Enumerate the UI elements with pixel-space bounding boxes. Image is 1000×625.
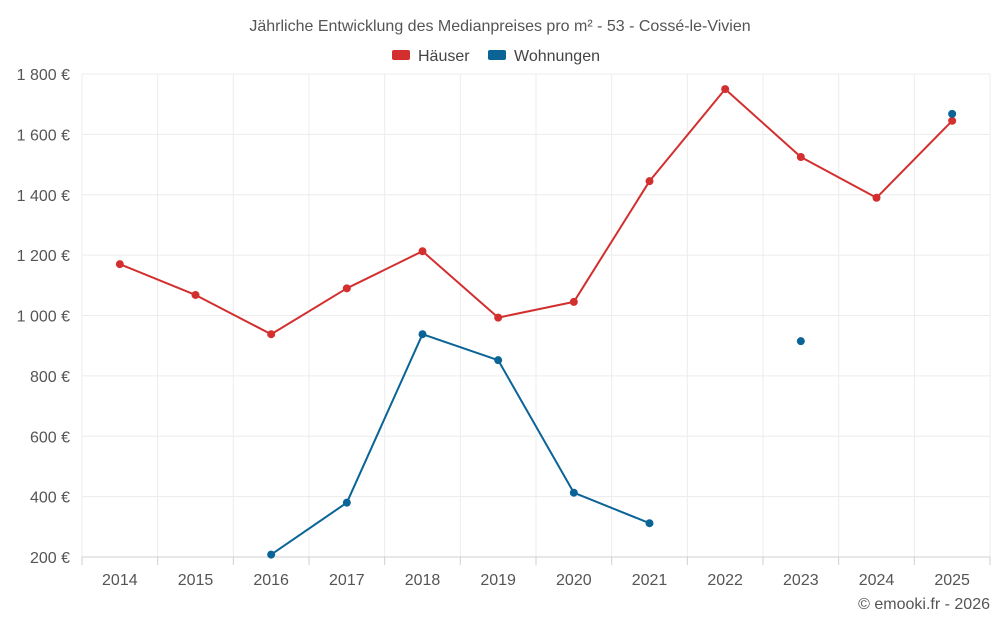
y-tick-label: 1 400 € bbox=[17, 188, 70, 205]
x-tick-label: 2014 bbox=[102, 572, 138, 589]
legend-swatch bbox=[488, 50, 506, 60]
data-point[interactable] bbox=[191, 290, 200, 299]
data-point[interactable] bbox=[418, 247, 427, 256]
data-point[interactable] bbox=[494, 356, 503, 365]
data-point[interactable] bbox=[645, 519, 654, 528]
y-tick-label: 800 € bbox=[30, 369, 70, 386]
x-tick-label: 2017 bbox=[329, 572, 365, 589]
data-point[interactable] bbox=[569, 297, 578, 306]
x-tick-label: 2025 bbox=[934, 572, 970, 589]
series-1 bbox=[267, 109, 957, 559]
series-line bbox=[270, 333, 650, 556]
legend-item[interactable]: Wohnungen bbox=[488, 48, 600, 65]
data-point[interactable] bbox=[872, 193, 881, 202]
x-tick-label: 2020 bbox=[556, 572, 592, 589]
legend-swatch bbox=[392, 50, 410, 60]
data-point[interactable] bbox=[645, 177, 654, 186]
legend-label: Häuser bbox=[418, 48, 470, 65]
y-tick-label: 400 € bbox=[30, 490, 70, 507]
data-point[interactable] bbox=[342, 498, 351, 507]
data-point[interactable] bbox=[267, 550, 276, 559]
series-0 bbox=[115, 85, 957, 339]
series-line bbox=[119, 88, 953, 336]
x-tick-label: 2015 bbox=[178, 572, 214, 589]
x-tick-label: 2016 bbox=[253, 572, 289, 589]
legend[interactable]: Häuser Wohnungen bbox=[392, 48, 600, 65]
data-point[interactable] bbox=[267, 330, 276, 339]
series-layer bbox=[115, 85, 957, 559]
legend-label: Wohnungen bbox=[514, 48, 600, 65]
data-point[interactable] bbox=[494, 313, 503, 322]
data-point[interactable] bbox=[721, 85, 730, 94]
credit-text: © emooki.fr - 2026 bbox=[858, 596, 990, 613]
y-tick-label: 1 600 € bbox=[17, 127, 70, 144]
y-tick-label: 1 800 € bbox=[17, 67, 70, 84]
data-point[interactable] bbox=[796, 153, 805, 162]
x-tick-label: 2024 bbox=[859, 572, 895, 589]
grid bbox=[81, 73, 991, 557]
y-tick-label: 200 € bbox=[30, 550, 70, 567]
y-tick-label: 1 200 € bbox=[17, 248, 70, 265]
data-point[interactable] bbox=[569, 488, 578, 497]
x-tick-label: 2021 bbox=[632, 572, 668, 589]
y-tick-label: 600 € bbox=[30, 429, 70, 446]
legend-item[interactable]: Häuser bbox=[392, 48, 470, 65]
data-point[interactable] bbox=[948, 109, 957, 118]
data-point[interactable] bbox=[115, 260, 124, 269]
data-point[interactable] bbox=[948, 116, 957, 125]
x-tick-label: 2023 bbox=[783, 572, 819, 589]
y-tick-label: 1 000 € bbox=[17, 309, 70, 326]
x-tick-label: 2022 bbox=[707, 572, 743, 589]
x-tick-label: 2019 bbox=[480, 572, 516, 589]
axes: 200 € 400 € 600 € 800 € 1 000 € 1 200 € 1 400 … bbox=[17, 67, 991, 589]
chart-title: Jährliche Entwicklung des Medianpreises … bbox=[249, 18, 750, 35]
x-tick-label: 2018 bbox=[405, 572, 441, 589]
data-point[interactable] bbox=[342, 284, 351, 293]
data-point[interactable] bbox=[418, 330, 427, 339]
data-point[interactable] bbox=[796, 337, 805, 346]
